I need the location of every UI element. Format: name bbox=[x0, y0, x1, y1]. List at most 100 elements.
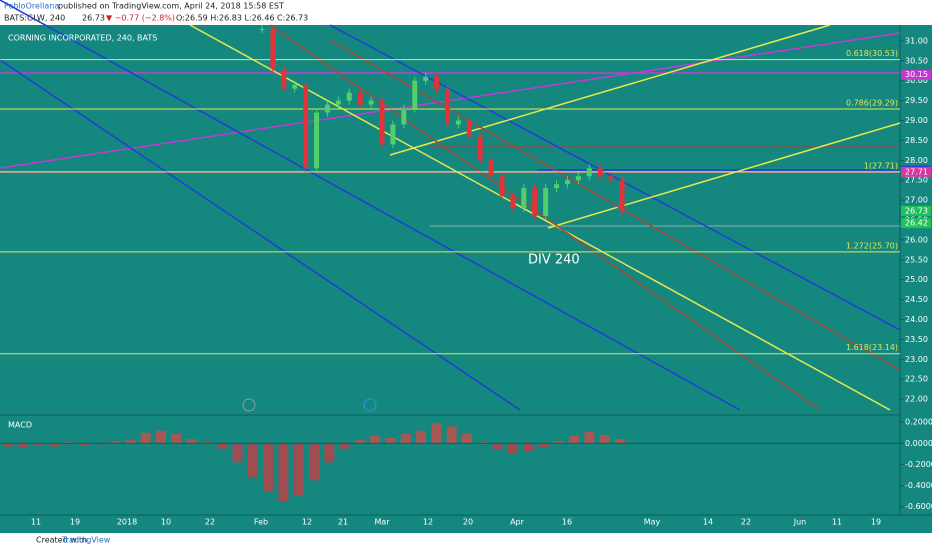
macd-bar bbox=[217, 443, 228, 449]
candle bbox=[292, 84, 298, 89]
chart-title: CORNING INCORPORATED, 240, BATS bbox=[8, 34, 157, 43]
y-tick-label: 24.00 bbox=[905, 315, 928, 324]
event-icon[interactable] bbox=[242, 398, 256, 412]
macd-bar bbox=[538, 443, 549, 448]
channel-line bbox=[547, 122, 901, 229]
macd-bar bbox=[431, 423, 442, 444]
macd-bar bbox=[94, 443, 105, 445]
x-tick-label: 21 bbox=[338, 518, 348, 527]
y-tick-label: 31.00 bbox=[905, 36, 928, 45]
x-tick-label: 2018 bbox=[117, 518, 137, 527]
macd-bar bbox=[370, 435, 381, 444]
x-tick-label: 14 bbox=[703, 518, 713, 527]
x-tick-label: 22 bbox=[741, 518, 751, 527]
candle bbox=[575, 176, 581, 181]
candle bbox=[434, 76, 440, 89]
x-tick-label: Apr bbox=[510, 518, 525, 527]
x-tick-label: 19 bbox=[70, 518, 80, 527]
candle bbox=[390, 124, 396, 145]
x-tick-label: May bbox=[644, 518, 661, 527]
candle bbox=[259, 28, 265, 30]
macd-bar bbox=[599, 434, 610, 444]
macd-bar bbox=[324, 443, 335, 463]
fib-label: 1(27.71) bbox=[864, 161, 898, 170]
channel-line bbox=[389, 24, 831, 156]
y-tick-label: 25.00 bbox=[905, 275, 928, 284]
candle bbox=[423, 76, 429, 81]
y-tick-label: 22.00 bbox=[905, 395, 928, 404]
macd-bar bbox=[615, 439, 625, 444]
macd-bar bbox=[385, 438, 396, 444]
macd-bar bbox=[446, 426, 457, 444]
candle bbox=[488, 160, 494, 177]
candle bbox=[619, 180, 625, 211]
macd-bar bbox=[416, 430, 427, 444]
candle bbox=[510, 196, 516, 209]
x-tick-label: 10 bbox=[161, 518, 171, 527]
candle bbox=[357, 92, 363, 105]
y-tick-label: 30.50 bbox=[905, 56, 928, 65]
symbol: BATS:GLW, 240 bbox=[4, 14, 65, 23]
y-tick-label: 23.00 bbox=[905, 355, 928, 364]
macd-bar bbox=[309, 443, 319, 481]
candle bbox=[368, 100, 374, 105]
channel-line bbox=[269, 24, 821, 411]
x-tick-label: 11 bbox=[832, 518, 842, 527]
y-tick-label: 25.50 bbox=[905, 255, 928, 264]
macd-bar bbox=[278, 443, 289, 502]
channel-line bbox=[0, 59, 521, 411]
macd-bar bbox=[339, 443, 350, 449]
fib-label: 0.786(29.29) bbox=[846, 98, 898, 107]
macd-bar bbox=[140, 432, 151, 444]
macd-bar bbox=[201, 442, 212, 444]
macd-bar bbox=[125, 440, 136, 444]
published: published on TradingView.com, April 24, … bbox=[58, 2, 284, 11]
footer-created: Created with bbox=[36, 536, 87, 545]
macd-tick-label: 0.0000 bbox=[905, 439, 932, 448]
y-tick-label: 30.00 bbox=[905, 76, 928, 85]
price-tag bbox=[901, 205, 931, 216]
candle bbox=[608, 176, 614, 181]
macd-bar bbox=[64, 442, 75, 444]
price-tag bbox=[901, 218, 931, 229]
y-tick-label: 26.00 bbox=[905, 235, 928, 244]
macd-bar bbox=[462, 433, 472, 444]
event-icon[interactable] bbox=[363, 398, 377, 412]
macd-tick-label: 0.2000 bbox=[905, 418, 932, 427]
candle bbox=[412, 80, 418, 109]
macd-bar bbox=[584, 431, 595, 444]
x-tick-label: Feb bbox=[254, 518, 268, 527]
trend-line bbox=[0, 32, 901, 169]
candle bbox=[564, 180, 570, 185]
drawings bbox=[0, 0, 901, 412]
macd-title: MACD bbox=[8, 421, 32, 430]
y-tick-label: 24.50 bbox=[905, 295, 928, 304]
candle bbox=[324, 104, 330, 113]
macd-bar bbox=[156, 430, 166, 444]
last-price: 26.73 bbox=[82, 14, 105, 23]
y-tick-label: 27.00 bbox=[905, 196, 928, 205]
macd-tick-label: -0.4000 bbox=[905, 481, 932, 490]
macd-bar bbox=[79, 443, 90, 446]
candle bbox=[346, 92, 352, 101]
x-tick-label: 11 bbox=[31, 518, 41, 527]
macd-tick-label: -0.2000 bbox=[905, 460, 932, 469]
price-tag-label: 26.73 bbox=[905, 206, 928, 215]
annotation: DIV 240 bbox=[528, 253, 580, 268]
macd-bar bbox=[186, 439, 197, 444]
price-tag-label: 27.71 bbox=[905, 167, 928, 176]
candle bbox=[379, 100, 385, 145]
macd-bar bbox=[400, 433, 411, 444]
footer-brand[interactable]: TradingView bbox=[61, 536, 111, 545]
ohlc: O:26.59 H:26.83 L:26.46 C:26.73 bbox=[176, 14, 308, 23]
y-tick-label: 22.50 bbox=[905, 375, 928, 384]
channel-line bbox=[0, 0, 741, 411]
candle bbox=[532, 188, 538, 217]
chart-bg bbox=[0, 25, 932, 533]
macd-bar bbox=[354, 440, 365, 444]
author[interactable]: PabloOrellana bbox=[4, 2, 59, 11]
macd-bar bbox=[477, 442, 488, 444]
x-tick-label: Mar bbox=[374, 518, 390, 527]
y-tick-label: 29.00 bbox=[905, 116, 928, 125]
